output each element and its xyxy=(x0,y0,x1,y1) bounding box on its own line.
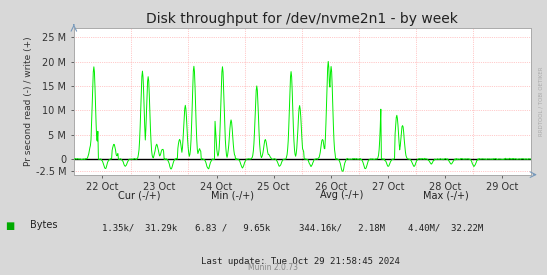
Text: Bytes: Bytes xyxy=(30,221,57,230)
Text: Munin 2.0.73: Munin 2.0.73 xyxy=(248,263,299,272)
Text: Min (-/+): Min (-/+) xyxy=(211,190,254,200)
Text: 6.83 /   9.65k: 6.83 / 9.65k xyxy=(195,224,270,233)
Text: 1.35k/  31.29k: 1.35k/ 31.29k xyxy=(102,224,177,233)
Text: Avg (-/+): Avg (-/+) xyxy=(320,190,364,200)
Y-axis label: Pr second read (-) / write (+): Pr second read (-) / write (+) xyxy=(24,36,33,166)
Text: 344.16k/   2.18M: 344.16k/ 2.18M xyxy=(299,224,385,233)
Text: Last update: Tue Oct 29 21:58:45 2024: Last update: Tue Oct 29 21:58:45 2024 xyxy=(201,257,400,266)
Text: 4.40M/  32.22M: 4.40M/ 32.22M xyxy=(408,224,484,233)
Title: Disk throughput for /dev/nvme2n1 - by week: Disk throughput for /dev/nvme2n1 - by we… xyxy=(146,12,458,26)
Text: Max (-/+): Max (-/+) xyxy=(423,190,469,200)
Text: Cur (-/+): Cur (-/+) xyxy=(118,190,161,200)
Text: ■: ■ xyxy=(5,221,15,230)
Text: RRDTOOL / TOBI OETIKER: RRDTOOL / TOBI OETIKER xyxy=(538,67,543,136)
